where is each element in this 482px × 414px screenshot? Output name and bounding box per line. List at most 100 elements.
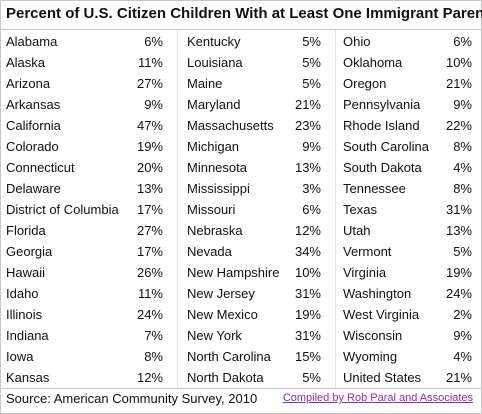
row-label: Mississippi: [187, 181, 250, 196]
row-label: District of Columbia: [6, 202, 119, 217]
row-percent: 5%: [453, 244, 472, 259]
row-label: Connecticut: [6, 160, 75, 175]
row-label: United States: [343, 370, 422, 385]
row-percent: 4%: [453, 349, 472, 364]
row-label: Maryland: [187, 97, 241, 112]
title-rule: [1, 29, 481, 30]
row-label: New Mexico: [187, 307, 258, 322]
row-percent: 26%: [136, 265, 163, 280]
row-label: North Dakota: [187, 370, 264, 385]
row-percent: 34%: [294, 244, 321, 259]
column-divider: [177, 30, 178, 388]
row-label: Indiana: [6, 328, 49, 343]
row-percent: 11%: [137, 55, 163, 70]
row-percent: 13%: [136, 181, 163, 196]
row-label: Florida: [6, 223, 46, 238]
row-label: North Carolina: [187, 349, 271, 364]
row-label: Michigan: [187, 139, 240, 154]
source-note: Source: American Community Survey, 2010: [6, 391, 258, 406]
row-label: New York: [187, 328, 242, 343]
row-label: California: [6, 118, 61, 133]
row-percent: 21%: [445, 370, 472, 385]
row-percent: 11%: [137, 286, 163, 301]
row-label: Louisiana: [187, 55, 243, 70]
row-percent: 22%: [445, 118, 472, 133]
row-percent: 31%: [294, 328, 321, 343]
row-percent: 19%: [136, 139, 163, 154]
row-label: Wyoming: [343, 349, 398, 364]
row-label: Kentucky: [187, 34, 241, 49]
row-label: South Carolina: [343, 139, 429, 154]
row-label: Oregon: [343, 76, 387, 91]
row-label: Alaska: [6, 55, 46, 70]
row-percent: 8%: [453, 139, 472, 154]
row-label: Maine: [187, 76, 223, 91]
row-percent: 17%: [136, 244, 163, 259]
row-percent: 10%: [294, 265, 321, 280]
row-percent: 5%: [302, 55, 321, 70]
row-percent: 20%: [136, 160, 163, 175]
row-label: Illinois: [6, 307, 43, 322]
row-percent: 21%: [294, 97, 321, 112]
row-percent: 19%: [445, 265, 472, 280]
row-percent: 9%: [453, 328, 472, 343]
row-label: West Virginia: [343, 307, 420, 322]
row-label: Colorado: [6, 139, 59, 154]
credit-link[interactable]: Compiled by Rob Paral and Associates: [282, 392, 473, 404]
row-percent: 4%: [453, 160, 472, 175]
row-label: Georgia: [6, 244, 53, 259]
row-percent: 5%: [302, 76, 321, 91]
row-label: Rhode Island: [343, 118, 420, 133]
row-percent: 5%: [302, 370, 321, 385]
title: Percent of U.S. Citizen Children With at…: [6, 5, 482, 22]
row-percent: 27%: [136, 76, 163, 91]
row-label: Virginia: [343, 265, 387, 280]
row-label: Iowa: [6, 349, 34, 364]
row-label: Oklahoma: [343, 55, 403, 70]
row-percent: 9%: [144, 97, 163, 112]
row-label: Pennsylvania: [343, 97, 421, 112]
row-percent: 31%: [294, 286, 321, 301]
row-percent: 15%: [294, 349, 321, 364]
row-percent: 19%: [294, 307, 321, 322]
row-percent: 9%: [453, 97, 472, 112]
row-label: Arkansas: [6, 97, 61, 112]
row-percent: 6%: [453, 34, 472, 49]
row-percent: 6%: [144, 34, 163, 49]
row-percent: 10%: [445, 55, 472, 70]
row-label: Minnesota: [187, 160, 247, 175]
column-divider: [335, 30, 336, 388]
row-label: Arizona: [6, 76, 51, 91]
row-percent: 23%: [294, 118, 321, 133]
row-label: Hawaii: [6, 265, 46, 280]
row-label: New Hampshire: [187, 265, 280, 280]
row-label: South Dakota: [343, 160, 422, 175]
row-label: Nebraska: [187, 223, 243, 238]
row-percent: 17%: [136, 202, 163, 217]
row-percent: 24%: [445, 286, 472, 301]
row-percent: 12%: [294, 223, 321, 238]
row-percent: 8%: [144, 349, 163, 364]
row-label: Utah: [343, 223, 371, 238]
row-label: Alabama: [6, 34, 58, 49]
row-label: Missouri: [187, 202, 236, 217]
row-label: Kansas: [6, 370, 50, 385]
row-label: Massachusetts: [187, 118, 274, 133]
row-percent: 7%: [144, 328, 163, 343]
row-label: Vermont: [343, 244, 392, 259]
row-label: Texas: [343, 202, 377, 217]
row-percent: 13%: [294, 160, 321, 175]
row-percent: 47%: [136, 118, 163, 133]
row-label: Ohio: [343, 34, 371, 49]
row-label: New Jersey: [187, 286, 255, 301]
row-percent: 2%: [453, 307, 472, 322]
footer-rule: [1, 388, 481, 389]
row-percent: 21%: [445, 76, 472, 91]
row-label: Delaware: [6, 181, 61, 196]
row-percent: 13%: [445, 223, 472, 238]
row-percent: 27%: [136, 223, 163, 238]
row-percent: 24%: [136, 307, 163, 322]
row-percent: 9%: [302, 139, 321, 154]
